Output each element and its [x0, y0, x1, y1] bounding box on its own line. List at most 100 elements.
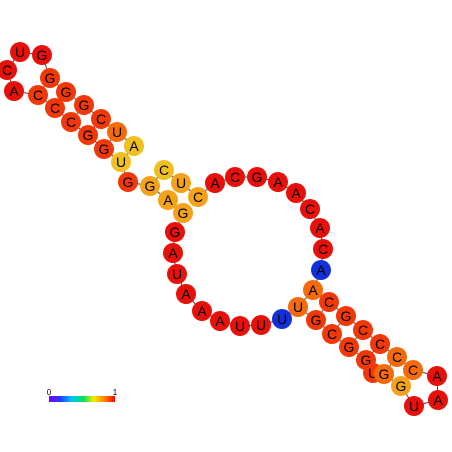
- nucleotide-circle: [10, 42, 30, 62]
- nucleotide-circle: [124, 136, 144, 156]
- nucleotide-node: C: [0, 60, 17, 80]
- nucleotide-letter: G: [396, 378, 407, 394]
- nucleotide-node: U: [272, 309, 292, 329]
- nucleotide-node: C: [403, 360, 423, 380]
- nucleotide-node: G: [94, 139, 114, 159]
- nucleotide-circle: [353, 320, 373, 340]
- nucleotide-circle: [311, 260, 331, 280]
- nucleotide-letter: C: [50, 100, 60, 116]
- nucleotide-letter: G: [252, 169, 263, 185]
- nucleotide-circle: [310, 218, 330, 238]
- nucleotide-letter: U: [368, 365, 378, 381]
- nucleotide-circle: [107, 122, 127, 142]
- nucleotide-circle: [205, 173, 225, 193]
- nucleotide-node: G: [336, 306, 356, 326]
- nucleotide-node: A: [205, 173, 225, 193]
- nucleotide-node: A: [268, 172, 288, 192]
- nucleotide-node: U: [171, 173, 191, 193]
- nucleotide-letter: C: [2, 62, 12, 78]
- nucleotide-letter: G: [344, 339, 355, 355]
- nucleotide-circle: [230, 316, 250, 336]
- nucleotide-node: G: [56, 82, 76, 102]
- nucleotide-circle: [251, 315, 271, 335]
- nucleotide-letter: G: [178, 205, 189, 221]
- nucleotide-letter: A: [273, 174, 283, 190]
- nucleotide-circle: [322, 324, 342, 344]
- nucleotide-letter: A: [197, 303, 207, 319]
- nucleotide-circle: [403, 360, 423, 380]
- nucleotide-circle: [272, 309, 292, 329]
- nucleotide-circle: [0, 60, 17, 80]
- nucleotide-circle: [313, 239, 333, 259]
- nucleotide-node: A: [192, 301, 212, 321]
- nucleotide-circle: [158, 190, 178, 210]
- nucleotide-node: C: [45, 98, 65, 118]
- nucleotide-circle: [306, 310, 326, 330]
- nucleotide-circle: [303, 280, 323, 300]
- nucleotide-circle: [32, 45, 52, 65]
- nucleotide-node: C: [300, 199, 320, 219]
- nucleotide-node: U: [10, 42, 30, 62]
- nucleotide-letter: G: [341, 308, 352, 324]
- nucleotide-circle: [370, 334, 390, 354]
- nucleotide-node: G: [118, 172, 138, 192]
- nucleotide-letter: G: [145, 178, 156, 194]
- nucleotide-letter: A: [9, 83, 19, 99]
- nucleotide-letter: U: [112, 124, 122, 140]
- nucleotide-node: G: [374, 364, 394, 384]
- nucleotide-circle: [336, 306, 356, 326]
- nucleotide-letter: U: [256, 317, 266, 333]
- nucleotide-letter: G: [379, 366, 390, 382]
- nucleotide-letter: C: [66, 114, 76, 130]
- nucleotide-circle: [176, 284, 196, 304]
- nucleotide-letter: A: [432, 368, 442, 384]
- nucleotide-circle: [427, 366, 447, 386]
- nucleotide-letter: C: [33, 87, 43, 103]
- nucleotide-letter: C: [408, 362, 418, 378]
- nucleotide-node: A: [163, 243, 183, 263]
- color-legend: 0 1: [47, 388, 118, 402]
- nucleotide-letter: C: [375, 336, 385, 352]
- nucleotide-node: G: [173, 203, 193, 223]
- nucleotide-node: C: [28, 85, 48, 105]
- nucleotide-node: U: [107, 122, 127, 142]
- nucleotide-letter: A: [163, 192, 173, 208]
- nucleotide-node: A: [4, 81, 24, 101]
- nucleotide-node: G: [165, 222, 185, 242]
- nucleotide-node: U: [230, 316, 250, 336]
- nucleotide-letter: C: [358, 322, 368, 338]
- legend-max-label: 1: [113, 388, 118, 397]
- nucleotide-node: C: [188, 187, 208, 207]
- nucleotide-circle: [40, 68, 60, 88]
- nucleotide-letter: C: [392, 349, 402, 365]
- nucleotide-node: C: [91, 109, 111, 129]
- nucleotide-letter: G: [170, 224, 181, 240]
- nucleotide-circle: [4, 81, 24, 101]
- nucleotide-node: C: [353, 320, 373, 340]
- nucleotide-letter: U: [409, 398, 419, 414]
- nucleotide-circle: [319, 292, 339, 312]
- nucleotide-node: A: [158, 190, 178, 210]
- nucleotide-circle: [404, 396, 424, 416]
- nucleotide-letter: U: [116, 154, 126, 170]
- nucleotide-circle: [167, 264, 187, 284]
- nucleotide-node: C: [322, 324, 342, 344]
- nucleotide-circle: [28, 85, 48, 105]
- nucleotide-circle: [391, 376, 411, 396]
- nucleotide-circle: [91, 109, 111, 129]
- nucleotide-node: G: [391, 376, 411, 396]
- nucleotide-circle: [74, 95, 94, 115]
- nucleotide-letter: U: [235, 318, 245, 334]
- nucleotide-letter: A: [210, 175, 220, 191]
- nucleotide-letter: U: [176, 175, 186, 191]
- nucleotide-node: C: [370, 334, 390, 354]
- nucleotide-circle: [387, 347, 407, 367]
- nucleotide-node: C: [61, 112, 81, 132]
- nucleotide-node: A: [428, 390, 448, 410]
- nucleotide-circle: [61, 112, 81, 132]
- nucleotide-letter: G: [123, 174, 134, 190]
- nucleotide-circle: [210, 311, 230, 331]
- nucleotide-node: G: [32, 45, 52, 65]
- nucleotide-letter: C: [305, 201, 315, 217]
